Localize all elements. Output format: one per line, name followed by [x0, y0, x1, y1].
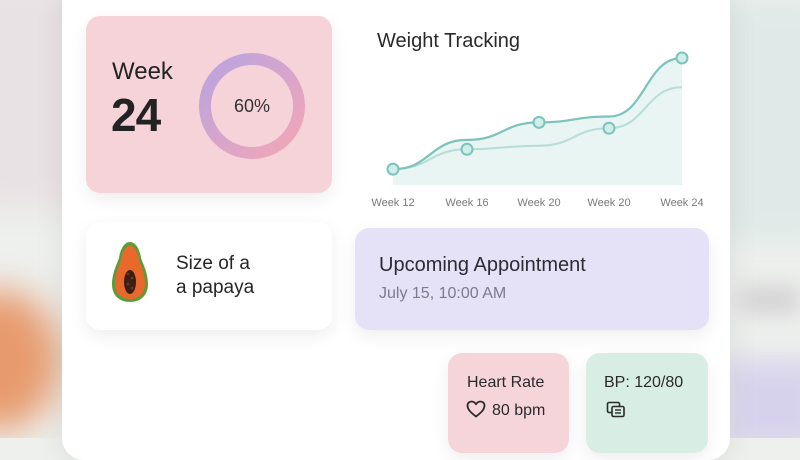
- tick-label-3: Week 20: [587, 197, 630, 209]
- baby-size-card[interactable]: Size of a a papaya: [86, 222, 332, 330]
- progress-percent: 60%: [233, 95, 271, 116]
- week-progress-card[interactable]: Week 24 60%: [86, 16, 332, 193]
- chart-title: Weight Tracking: [377, 30, 521, 52]
- data-point-2[interactable]: [532, 115, 546, 129]
- heart-rate-value: 80 bpm: [492, 402, 546, 419]
- data-point-0[interactable]: [386, 162, 400, 176]
- series-line-secondary: [392, 86, 683, 171]
- monitor-icon: [606, 401, 625, 418]
- week-number: 24: [111, 89, 161, 141]
- background-blur-bottom-right: [725, 360, 800, 438]
- blood-pressure-card[interactable]: BP: 120/80: [586, 353, 708, 453]
- tick-label-1: Week 16: [445, 197, 488, 209]
- week-label: Week: [112, 58, 173, 85]
- tick-label-4: Week 24: [660, 197, 703, 209]
- blood-pressure-title: BP: 120/80: [604, 374, 684, 391]
- data-point-4[interactable]: [675, 51, 689, 65]
- data-point-1[interactable]: [460, 142, 474, 156]
- weight-chart[interactable]: Week 12 Week 16 Week 20 Week 20 Week 24: [360, 40, 720, 220]
- data-point-3[interactable]: [602, 121, 616, 135]
- progress-ring-fill: [199, 53, 305, 159]
- background-blur-right: [720, 0, 800, 240]
- appointment-title: Upcoming Appointment: [379, 254, 586, 276]
- tick-label-2: Week 20: [517, 197, 560, 209]
- baby-size-line1: Size of a: [176, 253, 250, 274]
- heart-rate-card[interactable]: Heart Rate 80 bpm: [448, 353, 569, 453]
- tick-label-0: Week 12: [371, 197, 414, 209]
- progress-ring: [199, 53, 305, 159]
- background-blur-number: [0, 10, 70, 90]
- baby-size-text: Size of a a papaya: [176, 252, 254, 300]
- background-blur-papaya: [0, 290, 60, 430]
- heart-icon: [466, 400, 486, 418]
- background-blur-mid-right: [740, 285, 800, 315]
- papaya-icon: [112, 242, 148, 302]
- baby-size-line2: a papaya: [176, 277, 255, 298]
- upcoming-appointment-card[interactable]: Upcoming Appointment July 15, 10:00 AM: [355, 228, 709, 330]
- heart-rate-title: Heart Rate: [467, 374, 545, 391]
- appointment-date: July 15, 10:00 AM: [379, 285, 507, 302]
